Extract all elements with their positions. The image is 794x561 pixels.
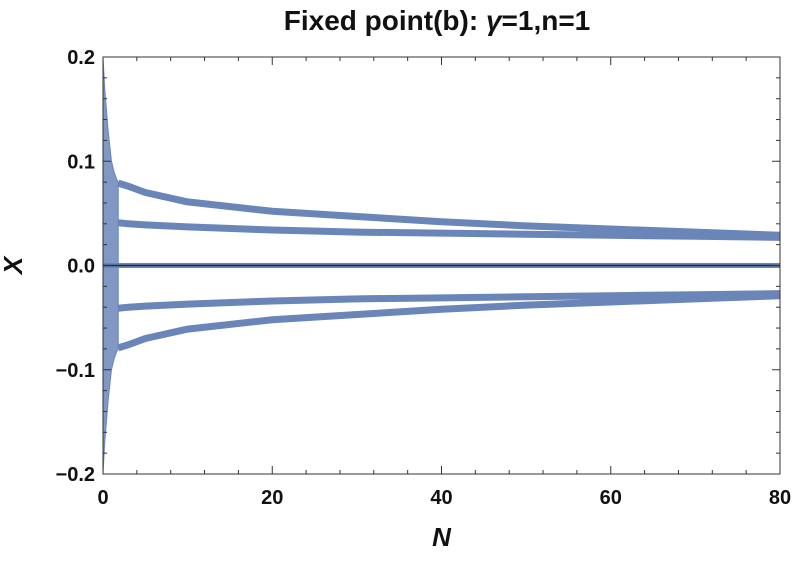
series-line-0 bbox=[117, 179, 781, 239]
chart-title: Fixed point(b): γ=1,n=1 bbox=[284, 5, 591, 36]
y-tick-label: −0.2 bbox=[56, 464, 95, 486]
series-line-4 bbox=[117, 292, 781, 352]
y-axis-label: X bbox=[0, 255, 28, 276]
plot-area bbox=[102, 56, 781, 475]
series-line-3 bbox=[117, 290, 781, 312]
series-line-1 bbox=[117, 219, 781, 241]
x-tick-label: 80 bbox=[769, 487, 791, 509]
x-axis-label: N bbox=[432, 522, 452, 552]
y-tick-label: 0.0 bbox=[67, 256, 95, 278]
y-tick-label: 0.2 bbox=[67, 47, 95, 69]
x-tick-label: 0 bbox=[97, 487, 108, 509]
x-tick-label: 20 bbox=[261, 487, 283, 509]
y-tick-label: 0.1 bbox=[67, 151, 95, 173]
y-tick-label: −0.1 bbox=[56, 360, 95, 382]
x-tick-label: 60 bbox=[600, 487, 622, 509]
axis-ticks: 0 20 40 60 80 −0.2 −0.1 0.0 0.1 0.2 bbox=[56, 47, 792, 509]
x-tick-label: 40 bbox=[430, 487, 452, 509]
